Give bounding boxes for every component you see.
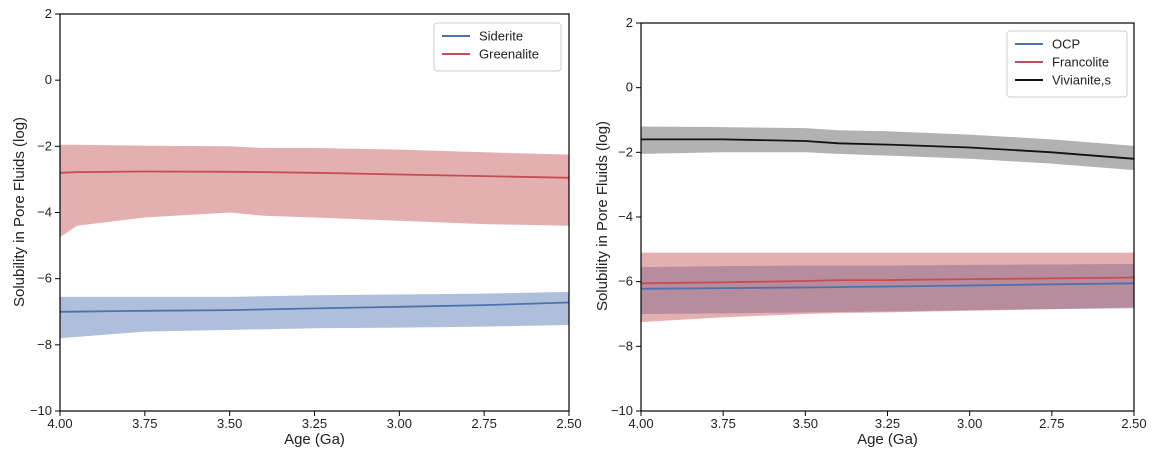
y-tick-label: −8 bbox=[37, 337, 52, 352]
y-tick-label: −2 bbox=[618, 144, 633, 159]
uncertainty-band-ocp bbox=[641, 263, 1134, 314]
uncertainty-band-siderite bbox=[60, 291, 569, 339]
x-tick-label: 3.00 bbox=[957, 416, 982, 431]
x-axis-label: Age (Ga) bbox=[857, 431, 918, 448]
x-tick-label: 4.00 bbox=[47, 416, 72, 431]
series-line-francolite bbox=[640, 276, 1135, 285]
y-tick-label: −8 bbox=[618, 338, 633, 353]
legend-label: Greenalite bbox=[479, 47, 539, 62]
legend-label: Francolite bbox=[1052, 55, 1109, 70]
y-tick-label: 0 bbox=[45, 72, 52, 87]
x-tick-label: 2.50 bbox=[556, 416, 581, 431]
x-tick-label: 3.25 bbox=[302, 416, 327, 431]
y-tick-label: −10 bbox=[611, 403, 633, 418]
x-tick-label: 3.75 bbox=[711, 416, 736, 431]
y-tick-label: −4 bbox=[37, 205, 52, 220]
y-tick-label: 2 bbox=[626, 15, 633, 30]
series-line-siderite bbox=[59, 301, 570, 313]
x-tick-label: 3.75 bbox=[132, 416, 157, 431]
x-tick-label: 2.75 bbox=[472, 416, 497, 431]
x-tick-label: 3.25 bbox=[875, 416, 900, 431]
plot-panel-1: 4.00 3.75 3.50 3.25 3.00 2.75 2.50 2 0 −2 −4 −6 −8 −1… bbox=[11, 6, 582, 448]
y-tick-label: −2 bbox=[37, 138, 52, 153]
series-line-vivianite-s bbox=[641, 138, 1135, 160]
legend: OCP Francolite Vivianite,s bbox=[1006, 30, 1128, 98]
legend-label: OCP bbox=[1052, 37, 1080, 52]
x-tick-label: 3.00 bbox=[387, 416, 412, 431]
x-tick-label: 4.00 bbox=[628, 416, 653, 431]
series-line-greenalite bbox=[59, 170, 570, 179]
y-tick-label: −6 bbox=[37, 271, 52, 286]
series-line-ocp bbox=[640, 282, 1135, 290]
x-tick-label: 3.50 bbox=[217, 416, 242, 431]
x-tick-label: 2.50 bbox=[1121, 416, 1146, 431]
legend-label: Siderite bbox=[479, 29, 523, 44]
uncertainty-band-greenalite bbox=[60, 144, 569, 238]
plot-panel-2: 4.00 3.75 3.50 3.25 3.00 2.75 2.50 2 0 −2 −4 −6 −8 −1… bbox=[594, 15, 1147, 448]
uncertainty-band-vivianite-s bbox=[641, 126, 1134, 171]
legend-label: Vivianite,s bbox=[1052, 73, 1112, 88]
y-axis-label: Solubility in Pore Fluids (log) bbox=[594, 121, 611, 311]
y-tick-label: −6 bbox=[618, 274, 633, 289]
y-tick-label: −4 bbox=[618, 209, 633, 224]
y-tick-label: 0 bbox=[626, 80, 633, 95]
y-axis-label: Solubility in Pore Fluids (log) bbox=[11, 117, 28, 307]
x-tick-label: 2.75 bbox=[1039, 416, 1064, 431]
legend: Siderite Greenalite bbox=[433, 22, 562, 72]
x-tick-label: 3.50 bbox=[793, 416, 818, 431]
x-axis-label: Age (Ga) bbox=[284, 431, 345, 448]
y-tick-label: 2 bbox=[45, 6, 52, 21]
y-tick-label: −10 bbox=[30, 403, 52, 418]
